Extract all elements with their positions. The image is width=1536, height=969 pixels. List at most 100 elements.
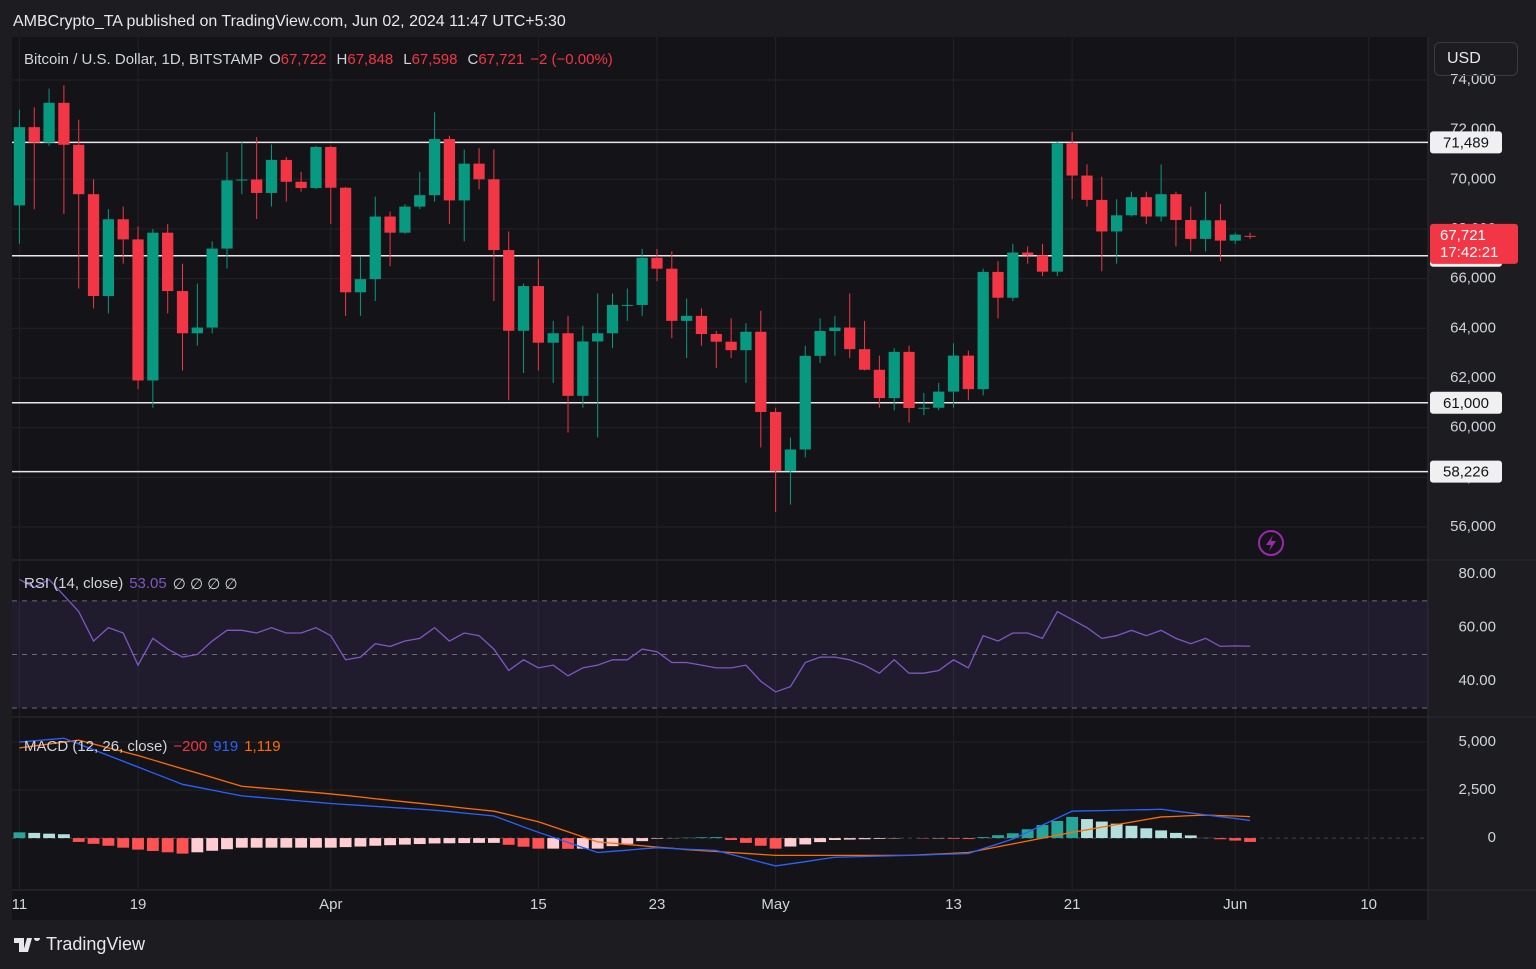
histogram-bar [606, 838, 619, 847]
candle-body [740, 331, 752, 351]
candle-body [295, 181, 307, 188]
macd-line [19, 737, 1251, 867]
y-tick-label: 62,000 [1450, 369, 1496, 386]
histogram-bar [1006, 833, 1019, 839]
histogram-bar [339, 838, 352, 848]
logo [14, 937, 40, 952]
candle-body [176, 291, 189, 334]
histogram-bar [1214, 838, 1227, 840]
level-label: 71,489 [1443, 134, 1489, 151]
candle-body [1155, 194, 1167, 217]
brand: TradingView [46, 934, 146, 954]
candle-body [532, 286, 545, 343]
histogram-bar [576, 838, 589, 849]
ohlc-value: 67,848 [347, 51, 394, 68]
candle-body [147, 232, 159, 381]
histogram-bar [532, 838, 545, 849]
candle-body [606, 304, 619, 334]
rsi-title: RSI (14, close) [24, 575, 124, 592]
x-tick-label: 23 [649, 896, 666, 913]
candle-body [265, 159, 278, 193]
candle-body [651, 257, 663, 269]
candle-body [1214, 220, 1227, 241]
histogram-bar [517, 838, 530, 847]
candle-body [58, 102, 70, 145]
histogram-bar [43, 833, 55, 839]
candle-body [1081, 175, 1093, 200]
histogram-bar [428, 838, 441, 844]
histogram-bar [369, 838, 382, 846]
candle-body [725, 341, 737, 351]
candle-body [1170, 194, 1182, 221]
candle-body [354, 279, 367, 293]
candle-body [310, 147, 322, 188]
histogram-bar [710, 837, 723, 839]
histogram-bar [1021, 829, 1034, 839]
candle-body [888, 351, 900, 399]
histogram-bar [562, 838, 574, 849]
x-tick-label: 21 [1064, 896, 1081, 913]
signal-value: 1,119 [244, 738, 281, 755]
histogram-bar [769, 838, 782, 849]
candle-body [1140, 197, 1152, 217]
candle-body [517, 286, 530, 331]
histogram-bar [1095, 821, 1108, 839]
histogram-bar [828, 838, 841, 840]
currency-button[interactable]: USD [1434, 42, 1518, 76]
symbol-title: Bitcoin / U.S. Dollar, 1D, BITSTAMP [24, 51, 263, 68]
candle-body [933, 391, 945, 408]
level-label: 58,226 [1443, 464, 1489, 481]
histogram-bar [799, 838, 812, 845]
candle-body [858, 349, 871, 370]
level-label: 61,000 [1443, 395, 1489, 412]
histogram-bar [947, 838, 960, 839]
candle-body [73, 144, 85, 195]
histogram-bar [651, 838, 663, 839]
histogram-bar [161, 838, 174, 853]
y-tick-label: 66,000 [1450, 270, 1496, 287]
histogram-bar [591, 838, 604, 849]
histogram-bar [487, 838, 500, 843]
histogram-bar [295, 838, 308, 848]
price-legend: Bitcoin / U.S. Dollar, 1D, BITSTAMP O67,… [24, 51, 613, 68]
candle-body [428, 139, 441, 196]
histogram-bar [221, 838, 233, 850]
lightning-icon[interactable] [1258, 530, 1284, 556]
histogram-bar [873, 838, 886, 839]
histogram-bar [814, 838, 827, 843]
candle-body [547, 333, 559, 343]
histogram-bar [57, 834, 70, 839]
candle-body [977, 271, 989, 390]
candle-body [829, 327, 841, 332]
histogram-bar [87, 838, 100, 844]
histogram-bar [636, 838, 649, 842]
candle-body [191, 327, 203, 334]
candle-body [43, 102, 55, 143]
histogram-bar [1110, 823, 1123, 839]
candle-body [87, 194, 100, 297]
ohlc-key: L [403, 51, 412, 68]
y-tick-label: 2,500 [1458, 781, 1496, 798]
histogram-bar [458, 838, 471, 844]
histogram-bar [324, 838, 337, 848]
candle-body [562, 333, 574, 396]
candle-body [458, 163, 470, 201]
candle-body [399, 206, 411, 233]
candle-body [962, 355, 974, 390]
histogram-bar [384, 838, 397, 846]
histogram-bar [354, 838, 367, 847]
histogram-bar [621, 838, 634, 844]
candle-body [117, 219, 129, 240]
candle-body [577, 341, 589, 396]
histogram-bar [502, 838, 515, 845]
ohlc-item: L67,598 [403, 51, 457, 68]
candle-body [592, 333, 604, 342]
candle-body [769, 411, 782, 472]
histogram-bar [1184, 835, 1197, 839]
y-tick-label: 80.00 [1458, 565, 1496, 582]
y-tick-label: 64,000 [1450, 319, 1496, 336]
x-tick-label: Jun [1223, 896, 1247, 913]
macd-value: 919 [213, 738, 239, 755]
y-tick-label: 70,000 [1450, 170, 1496, 187]
x-tick-label: 10 [1360, 896, 1377, 913]
